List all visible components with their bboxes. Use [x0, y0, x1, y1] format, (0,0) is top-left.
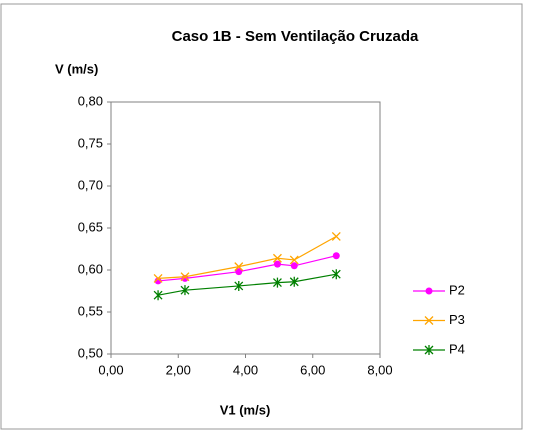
chart-border [0, 3, 523, 430]
marker [289, 255, 299, 265]
legend-marker [425, 287, 433, 295]
plot-area [110, 101, 381, 355]
chart-title: Caso 1B - Sem Ventilação Cruzada [172, 28, 419, 45]
marker [273, 260, 281, 268]
x-tick-label: 0,00 [98, 362, 123, 377]
legend-marker [424, 316, 434, 325]
series-line [158, 255, 337, 282]
marker [235, 268, 243, 276]
marker [331, 231, 341, 241]
marker [180, 285, 190, 296]
y-tick-label: 0,75 [78, 135, 103, 150]
y-axis-label: V (m/s) [55, 61, 98, 76]
marker [153, 273, 163, 283]
series-line [158, 235, 337, 279]
marker [331, 269, 341, 280]
x-axis-label: V1 (m/s) [220, 402, 271, 417]
marker [332, 252, 340, 260]
marker [289, 276, 299, 287]
y-tick-label: 0,70 [78, 177, 103, 192]
legend-label: P2 [449, 282, 465, 297]
legend-marker [424, 345, 434, 355]
legend-label: P4 [449, 341, 465, 356]
legend-label: P3 [449, 312, 465, 327]
marker [234, 262, 244, 272]
y-tick-label: 0,50 [78, 345, 103, 360]
series-line [157, 273, 337, 296]
marker [153, 290, 163, 301]
y-tick-label: 0,60 [78, 261, 103, 276]
y-tick-label: 0,80 [78, 93, 103, 108]
marker [154, 277, 162, 285]
marker [180, 272, 190, 282]
x-tick-label: 2,00 [166, 362, 191, 377]
marker [234, 280, 244, 291]
marker [290, 262, 298, 270]
x-tick-label: 4,00 [233, 362, 258, 377]
marker [272, 277, 282, 288]
marker [272, 253, 282, 263]
y-tick-label: 0,55 [78, 303, 103, 318]
y-tick-label: 0,65 [78, 219, 103, 234]
x-tick-label: 8,00 [367, 362, 392, 377]
x-tick-label: 6,00 [300, 362, 325, 377]
